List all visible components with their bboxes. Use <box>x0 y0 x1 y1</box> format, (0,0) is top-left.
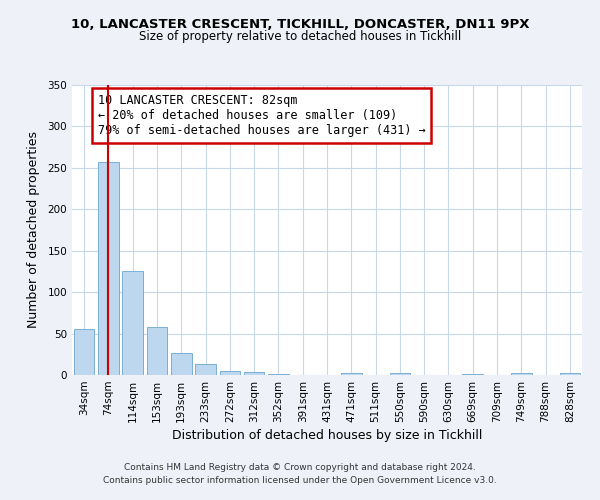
Bar <box>268 374 289 375</box>
Bar <box>146 327 167 375</box>
Bar <box>244 372 265 375</box>
Bar <box>463 374 483 375</box>
Text: Contains HM Land Registry data © Crown copyright and database right 2024.: Contains HM Land Registry data © Crown c… <box>124 464 476 472</box>
Bar <box>98 162 119 375</box>
Bar <box>389 374 410 375</box>
Bar <box>122 270 143 375</box>
Bar <box>341 372 362 375</box>
Text: 10 LANCASTER CRESCENT: 82sqm
← 20% of detached houses are smaller (109)
79% of s: 10 LANCASTER CRESCENT: 82sqm ← 20% of de… <box>97 94 425 136</box>
Text: Contains public sector information licensed under the Open Government Licence v3: Contains public sector information licen… <box>103 476 497 485</box>
Bar <box>560 374 580 375</box>
Bar <box>171 352 191 375</box>
Bar <box>195 364 216 375</box>
Text: Size of property relative to detached houses in Tickhill: Size of property relative to detached ho… <box>139 30 461 43</box>
X-axis label: Distribution of detached houses by size in Tickhill: Distribution of detached houses by size … <box>172 429 482 442</box>
Bar <box>220 371 240 375</box>
Text: 10, LANCASTER CRESCENT, TICKHILL, DONCASTER, DN11 9PX: 10, LANCASTER CRESCENT, TICKHILL, DONCAS… <box>71 18 529 30</box>
Bar <box>511 374 532 375</box>
Bar <box>74 330 94 375</box>
Y-axis label: Number of detached properties: Number of detached properties <box>28 132 40 328</box>
